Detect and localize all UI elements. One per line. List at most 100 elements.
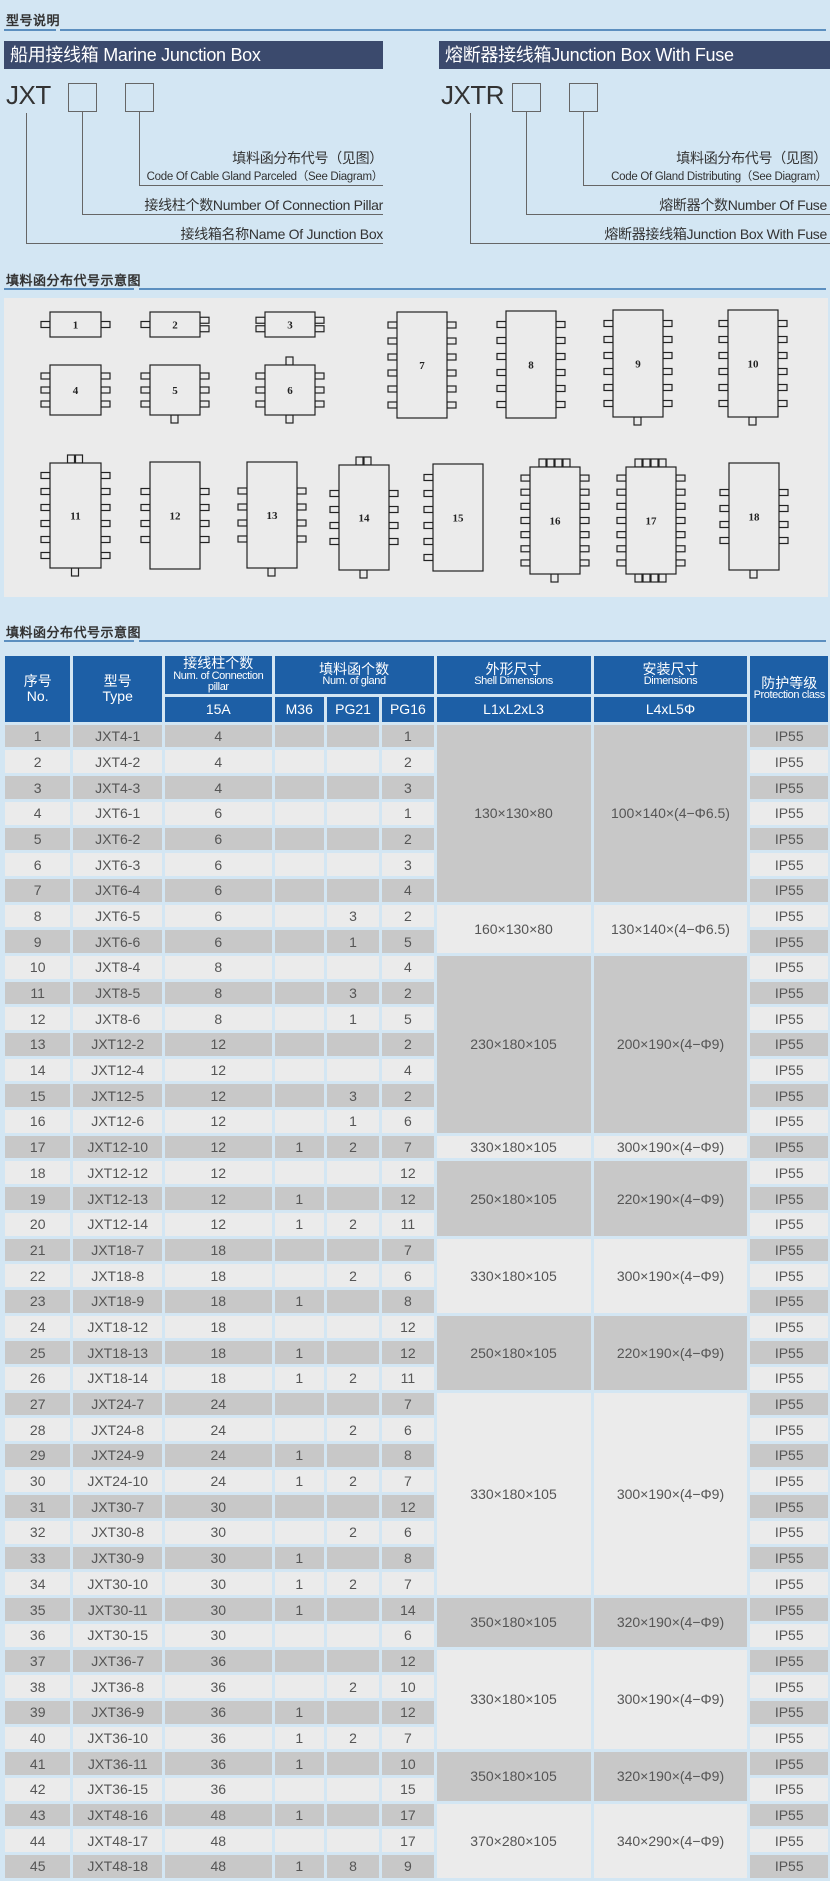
gland-mark (314, 316, 325, 324)
cell-protection: IP55 (750, 1058, 828, 1082)
gland-mark (562, 458, 571, 468)
cell-pg16: 17 (382, 1803, 434, 1827)
gland-mark (423, 505, 434, 514)
cell-pg21 (326, 853, 380, 876)
gland-mark (777, 335, 788, 344)
cell-protection: IP55 (750, 1212, 828, 1236)
cell-m36 (274, 1007, 324, 1031)
cell-pg21 (326, 1829, 380, 1853)
cell-m36: 1 (274, 1444, 324, 1467)
leader-line (139, 112, 140, 185)
cell-install-dimensions: 300×190×(4−Φ9) (593, 1135, 748, 1159)
cell-15a: 12 (164, 1161, 272, 1185)
code-slot (569, 83, 598, 112)
cell-install-dimensions: 200×190×(4−Φ9) (593, 955, 748, 1133)
leader-line (526, 214, 830, 215)
cell-pg16: 5 (382, 1007, 434, 1031)
cell-m36: 1 (274, 1135, 324, 1159)
cell-pg21: 2 (326, 1469, 380, 1493)
gland-mark (199, 503, 210, 512)
gland-mark (359, 569, 368, 579)
gland-mark (616, 531, 627, 539)
gland-mark (675, 531, 686, 539)
cell-pg16: 6 (382, 1623, 434, 1647)
gland-mark (140, 372, 151, 380)
diagram-label: 9 (635, 359, 641, 371)
gland-mark (387, 353, 398, 361)
gland-mark (255, 372, 266, 380)
gland-mark (255, 400, 266, 408)
cell-protection: IP55 (750, 1392, 828, 1416)
cell-m36 (274, 955, 324, 979)
cell-protection: IP55 (750, 853, 828, 876)
cell-pg21 (326, 1238, 380, 1262)
gland-mark (496, 384, 507, 393)
cell-type: JXT18-7 (73, 1238, 162, 1262)
gland-mark (423, 553, 434, 562)
gland-mark (777, 399, 788, 408)
table-row: 36 JXT30-15 30 6 IP55 (5, 1623, 828, 1647)
cell-no: 15 (5, 1084, 71, 1108)
cell-15a: 12 (164, 1135, 272, 1159)
cell-install-dimensions: 220×190×(4−Φ9) (593, 1161, 748, 1236)
gland-mark (555, 336, 566, 345)
enclosure-box (727, 309, 779, 418)
gland-mark (496, 336, 507, 345)
gland-mark (40, 551, 51, 560)
diagram-label: 18 (749, 512, 761, 524)
cell-type: JXT18-9 (73, 1289, 162, 1313)
cell-pg16: 10 (382, 1752, 434, 1775)
cell-no: 26 (5, 1366, 71, 1390)
cell-15a: 36 (164, 1700, 272, 1724)
cell-15a: 30 (164, 1495, 272, 1519)
gland-mark (100, 471, 111, 480)
gland-mark (199, 487, 210, 496)
cell-protection: IP55 (750, 878, 828, 902)
gland-mark (718, 383, 729, 392)
cell-type: JXT12-12 (73, 1161, 162, 1185)
cell-pg21 (326, 750, 380, 774)
gland-mark (199, 372, 210, 380)
cell-m36 (274, 1777, 324, 1801)
cell-pg16: 2 (382, 1033, 434, 1056)
cell-pg16: 4 (382, 955, 434, 979)
gland-mark (718, 399, 729, 408)
cell-pg16: 3 (382, 853, 434, 876)
cell-protection: IP55 (750, 1238, 828, 1262)
cell-protection: IP55 (750, 750, 828, 774)
diagram-label: 10 (748, 359, 760, 371)
gland-mark (777, 367, 788, 376)
cell-pg21 (326, 1315, 380, 1339)
cell-pg21 (326, 1289, 380, 1313)
cell-protection: IP55 (750, 955, 828, 979)
cell-pg21 (326, 1700, 380, 1724)
cell-m36 (274, 853, 324, 876)
cell-protection: IP55 (750, 1649, 828, 1673)
cell-no: 45 (5, 1855, 71, 1878)
cell-protection: IP55 (750, 1264, 828, 1287)
cell-15a: 8 (164, 955, 272, 979)
cell-m36: 1 (274, 1726, 324, 1750)
diagram-label: 16 (550, 516, 562, 528)
enclosure-box (338, 464, 390, 571)
diagram-label: 13 (267, 510, 279, 522)
divider (4, 640, 134, 642)
label-gland-code-cn: 填料函分布代号（见图） (232, 150, 383, 166)
cell-no: 20 (5, 1212, 71, 1236)
gland-mark (662, 319, 673, 328)
table-row: 40 JXT36-10 36 1 2 7 IP55 (5, 1726, 828, 1750)
cell-type: JXT12-6 (73, 1110, 162, 1133)
header-pg16: PG16 (382, 696, 434, 722)
cell-no: 17 (5, 1135, 71, 1159)
cell-install-dimensions: 300×190×(4−Φ9) (593, 1392, 748, 1596)
cell-protection: IP55 (750, 930, 828, 953)
cell-15a: 6 (164, 827, 272, 851)
cell-protection: IP55 (750, 1007, 828, 1031)
gland-mark (579, 516, 590, 525)
cell-type: JXT24-8 (73, 1418, 162, 1442)
gland-mark (40, 519, 51, 528)
cell-type: JXT48-16 (73, 1803, 162, 1827)
table-row: 6 JXT6-3 6 3 IP55 (5, 853, 828, 876)
table-row: 28 JXT24-8 24 2 6 IP55 (5, 1418, 828, 1442)
